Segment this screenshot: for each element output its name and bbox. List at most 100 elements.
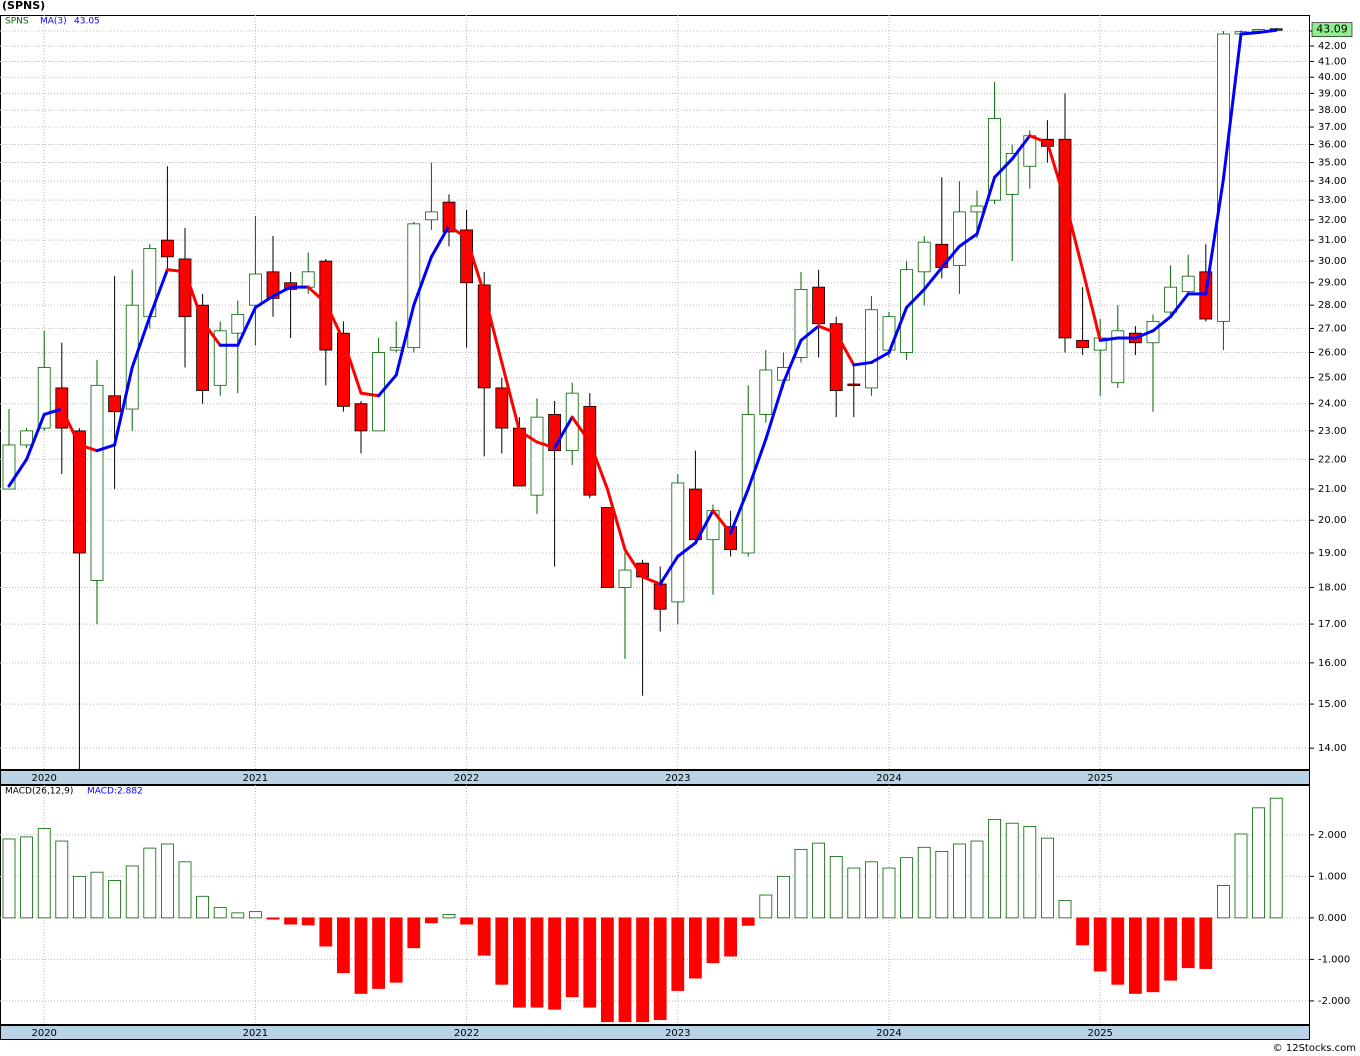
- ma-segment: [377, 373, 398, 398]
- macd-bar: [336, 917, 350, 974]
- x-tick-label: 2023: [665, 773, 690, 784]
- ma-segment: [922, 266, 944, 291]
- ma-segment: [165, 268, 187, 274]
- ma-segment: [852, 360, 873, 367]
- candle-body: [1181, 275, 1195, 293]
- y-tick-label: 17.00: [1318, 619, 1347, 630]
- candle-body: [90, 384, 104, 581]
- ma-segment: [799, 324, 821, 342]
- legend-symbol: SPNS: [5, 17, 29, 27]
- macd-bar: [389, 917, 403, 983]
- x-tick-label: 2020: [31, 773, 56, 784]
- y-tick-label: 23.00: [1318, 426, 1347, 437]
- macd-bar: [513, 917, 526, 1008]
- ma-segment: [764, 381, 785, 441]
- candle-body: [372, 352, 386, 432]
- ma-segment: [746, 437, 768, 491]
- y-tick-label: 22.00: [1318, 454, 1347, 465]
- macd-bar: [988, 819, 1001, 919]
- macd-bar: [847, 867, 861, 919]
- x-tick-label: 2025: [1087, 773, 1112, 784]
- ma-segment: [781, 338, 803, 385]
- y-tick-label: 15.00: [1318, 699, 1347, 710]
- macd-plot: [0, 785, 1310, 1025]
- ma-segment: [1169, 292, 1190, 319]
- candle-body: [248, 273, 262, 306]
- y-tick-label: 27.00: [1318, 323, 1347, 334]
- candle-body: [1199, 271, 1213, 320]
- ma-segment: [236, 305, 257, 347]
- macd-bar: [354, 917, 368, 994]
- macd-bar: [231, 912, 245, 919]
- macd-bar: [1199, 917, 1213, 969]
- y-tick-label: 31.00: [1318, 235, 1347, 246]
- macd-bar: [1076, 917, 1089, 946]
- x-tick-label: 2023: [665, 1028, 690, 1039]
- macd-bar: [601, 917, 614, 1023]
- macd-bar: [20, 836, 34, 919]
- y-tick-label: 38.00: [1318, 105, 1347, 116]
- ma-segment: [1045, 141, 1067, 202]
- macd-bar: [1058, 900, 1072, 919]
- ma-segment: [729, 487, 750, 535]
- price-panel: [0, 15, 1310, 770]
- x-tick-label: 2020: [31, 1028, 56, 1039]
- ma-segment: [412, 255, 433, 307]
- ma-segment: [25, 412, 46, 461]
- macd-bar: [706, 917, 720, 964]
- macd-bar: [160, 843, 174, 919]
- macd-bar: [284, 917, 298, 925]
- macd-bar: [1234, 833, 1248, 919]
- macd-bar: [636, 917, 649, 1023]
- ma-segment: [1221, 32, 1243, 181]
- macd-bar: [618, 917, 632, 1023]
- macd-bar: [1111, 917, 1125, 985]
- y-tick-label: 39.00: [1318, 88, 1347, 99]
- macd-bar: [301, 917, 315, 926]
- macd-bar: [1005, 822, 1019, 919]
- candle-body: [354, 403, 368, 432]
- ma-segment: [500, 360, 521, 433]
- ma-segment: [77, 443, 99, 453]
- candle-body: [1058, 138, 1072, 339]
- y-tick-label: 14.00: [1318, 743, 1347, 754]
- ma-segment: [465, 236, 486, 296]
- macd-bar: [319, 917, 333, 947]
- y-tick-label: 37.00: [1318, 122, 1347, 133]
- candle-body: [847, 383, 861, 386]
- ma-segment: [1133, 329, 1155, 340]
- y-tick-label: 42.00: [1318, 41, 1347, 52]
- ma-segment: [1257, 28, 1278, 34]
- x-tick-label: 2024: [876, 773, 901, 784]
- ma-segment: [1239, 30, 1261, 36]
- macd-bar: [777, 875, 790, 919]
- ma-segment: [940, 244, 961, 270]
- ma-segment: [271, 285, 293, 298]
- ma-segment: [834, 331, 856, 367]
- candle-body: [583, 405, 597, 496]
- macd-bar: [530, 917, 544, 1008]
- x-tick-label: 2025: [1087, 1028, 1112, 1039]
- candle-body: [653, 583, 667, 610]
- candle-body: [565, 392, 579, 452]
- ma-segment: [676, 541, 697, 558]
- candle-body: [759, 369, 773, 415]
- ma-segment: [711, 509, 733, 535]
- macd-bar: [1129, 917, 1142, 994]
- ma-segment: [1028, 134, 1049, 145]
- ma-segment: [535, 440, 557, 450]
- macd-bar: [1269, 797, 1283, 919]
- x-tick-label: 2021: [243, 773, 268, 784]
- macd-bar: [812, 842, 825, 919]
- candle-body: [424, 211, 438, 221]
- macd-bar: [1181, 917, 1195, 969]
- macd-bar: [178, 861, 192, 919]
- ma-segment: [306, 285, 328, 305]
- macd-bar: [935, 851, 949, 919]
- macd-bar: [196, 895, 210, 919]
- candle-body: [988, 118, 1001, 201]
- x-tick-label: 2022: [454, 1028, 479, 1039]
- y-tick-label: -1.000: [1318, 954, 1350, 965]
- macd-bar: [108, 880, 121, 919]
